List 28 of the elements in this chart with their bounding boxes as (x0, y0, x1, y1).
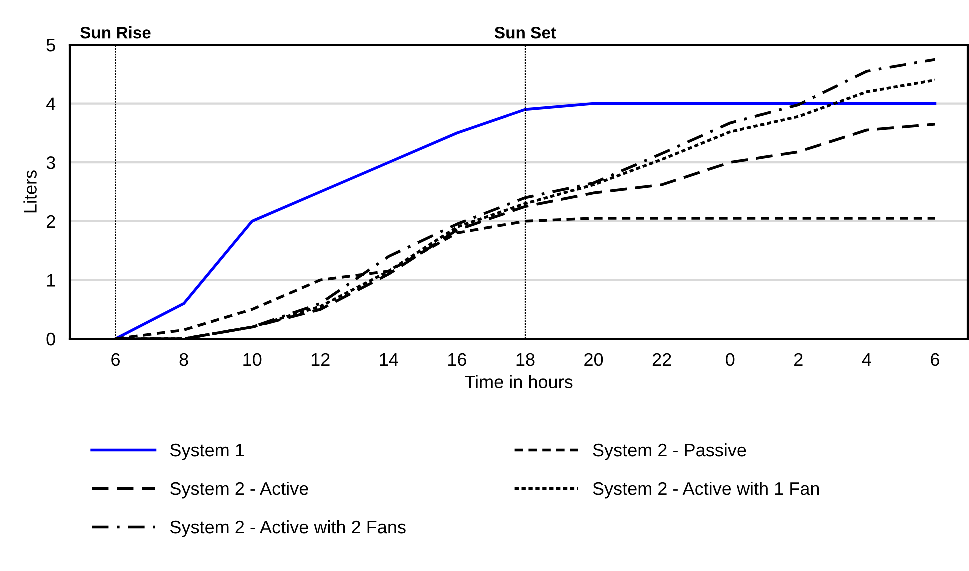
y-tick-label: 1 (47, 274, 56, 287)
y-tick-label: 5 (46, 39, 56, 52)
x-tick-label: 8 (180, 353, 188, 366)
x-tick-label: 16 (448, 353, 466, 366)
y-axis-title: Liters (24, 170, 37, 213)
ref-line-label: Sun Rise (80, 26, 151, 39)
x-tick-label: 22 (652, 353, 672, 366)
legend-label: System 2 - Passive (593, 443, 746, 460)
y-tick-label: 0 (46, 332, 56, 346)
x-tick-label: 2 (794, 353, 803, 366)
legend-label: System 2 - Active with 1 Fan (593, 482, 820, 499)
x-tick-label: 6 (931, 353, 940, 366)
x-axis-title: Time in hours (465, 375, 573, 389)
y-tick-label: 2 (46, 215, 56, 228)
x-tick-label: 10 (244, 353, 262, 366)
x-tick-label: 14 (380, 354, 398, 366)
legend-label: System 2 - Active (170, 482, 308, 499)
x-tick-label: 20 (584, 353, 604, 366)
legend-label: System 2 - Active with 2 Fans (170, 520, 406, 538)
x-tick-label: 4 (862, 354, 872, 366)
x-tick-label: 0 (726, 353, 735, 366)
y-tick-label: 4 (46, 98, 56, 110)
legend-label: System 1 (170, 444, 244, 460)
x-tick-label: 6 (112, 353, 120, 366)
x-tick-label: 12 (312, 353, 330, 366)
y-tick-label: 3 (46, 156, 56, 170)
x-tick-label: 18 (516, 353, 535, 366)
ref-line-label: Sun Set (494, 26, 556, 39)
